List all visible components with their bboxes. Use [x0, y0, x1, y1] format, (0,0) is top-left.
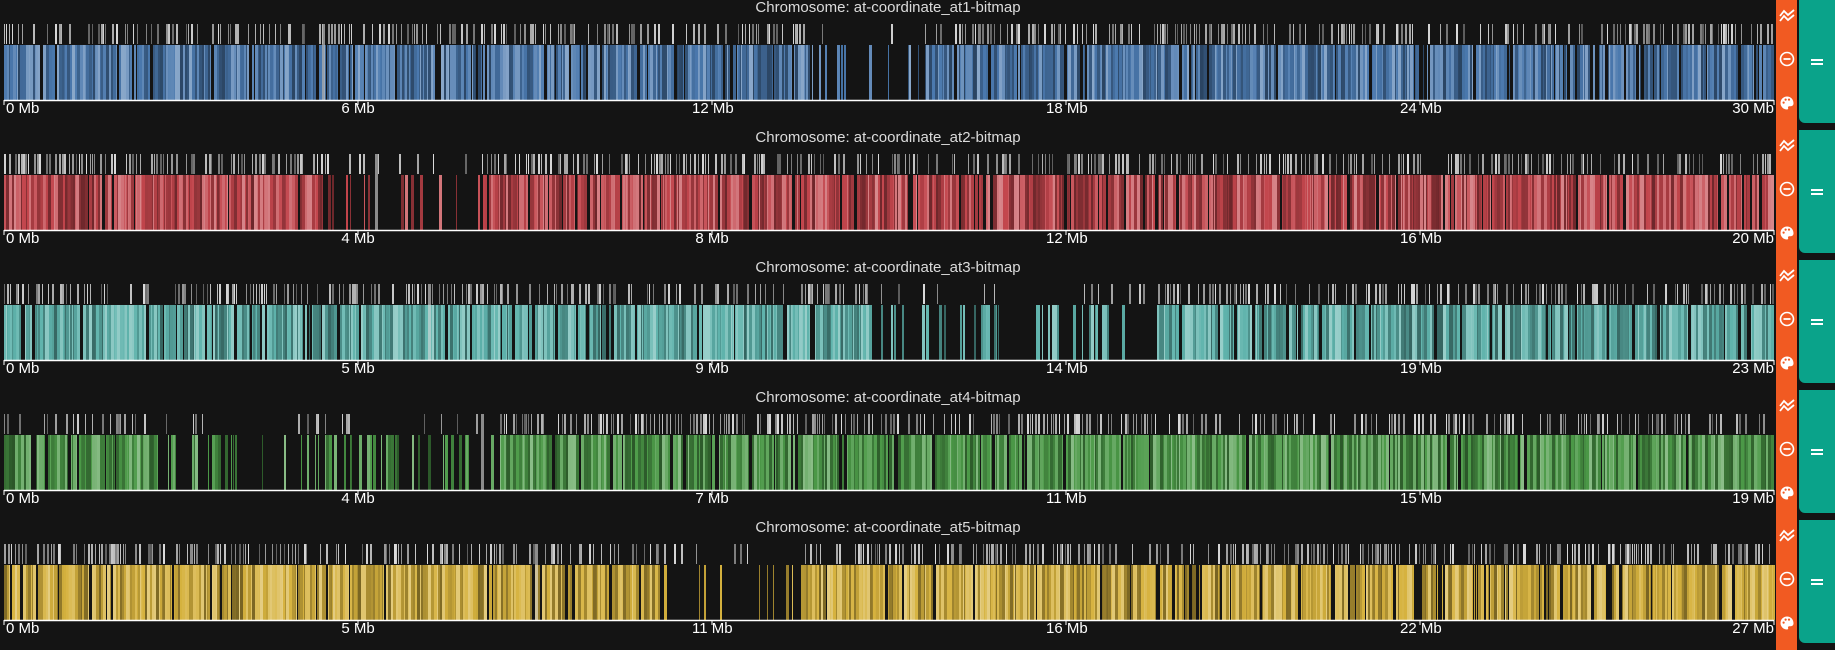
axis-tick-label: 16 Mb [1046, 621, 1086, 637]
axis-tick-label: 12 Mb [692, 101, 732, 117]
track-title: Chromosome: at-coordinate_at2-bitmap [0, 130, 1776, 146]
minus-circle-icon[interactable] [1776, 308, 1797, 330]
area-chart-icon[interactable] [1776, 524, 1797, 546]
minus-circle-icon[interactable] [1776, 48, 1797, 70]
track-controls [1776, 130, 1797, 260]
area-chart-icon[interactable] [1776, 264, 1797, 286]
chromosome-track: Chromosome: at-coordinate_at4-bitmap 0 Mb… [0, 390, 1835, 520]
track-controls [1776, 260, 1797, 390]
axis-tick-label: 11 Mb [1046, 491, 1086, 507]
track-bitmap [0, 260, 1776, 390]
track-controls [1776, 390, 1797, 520]
drag-handle-icon[interactable] [1799, 130, 1835, 253]
axis-tick-label: 22 Mb [1400, 621, 1440, 637]
track-bitmap [0, 520, 1776, 650]
chromosome-track: Chromosome: at-coordinate_at3-bitmap 0 Mb… [0, 260, 1835, 390]
axis-tick-label: 5 Mb [338, 361, 378, 377]
axis-tick-label: 7 Mb [692, 491, 732, 507]
axis-tick-label: 5 Mb [338, 621, 378, 637]
chromosome-track: Chromosome: at-coordinate_at2-bitmap 0 Mb… [0, 130, 1835, 260]
axis-tick-label: 0 Mb [6, 231, 39, 247]
track-bitmap [0, 130, 1776, 260]
track-title: Chromosome: at-coordinate_at5-bitmap [0, 520, 1776, 536]
palette-icon[interactable] [1776, 612, 1797, 634]
axis-tick-label: 27 Mb [1732, 621, 1774, 637]
axis-tick-label: 8 Mb [692, 231, 732, 247]
track-bitmap [0, 0, 1776, 130]
axis-tick-label: 18 Mb [1046, 101, 1086, 117]
axis-tick-label: 20 Mb [1732, 231, 1774, 247]
axis-tick-label: 24 Mb [1400, 101, 1440, 117]
drag-handle-icon[interactable] [1799, 0, 1835, 123]
axis-tick-label: 4 Mb [338, 491, 378, 507]
axis-tick-label: 16 Mb [1400, 231, 1440, 247]
track-title: Chromosome: at-coordinate_at3-bitmap [0, 260, 1776, 276]
track-bitmap [0, 390, 1776, 520]
chromosome-track: Chromosome: at-coordinate_at1-bitmap 0 Mb… [0, 0, 1835, 130]
axis-tick-label: 23 Mb [1732, 361, 1774, 377]
palette-icon[interactable] [1776, 222, 1797, 244]
minus-circle-icon[interactable] [1776, 568, 1797, 590]
track-controls [1776, 520, 1797, 650]
axis-tick-label: 15 Mb [1400, 491, 1440, 507]
palette-icon[interactable] [1776, 482, 1797, 504]
axis-tick-label: 9 Mb [692, 361, 732, 377]
axis-tick-label: 4 Mb [338, 231, 378, 247]
axis-tick-label: 30 Mb [1732, 101, 1774, 117]
axis-tick-label: 6 Mb [338, 101, 378, 117]
axis-tick-label: 11 Mb [692, 621, 732, 637]
drag-handle-icon[interactable] [1799, 390, 1835, 513]
area-chart-icon[interactable] [1776, 134, 1797, 156]
track-title: Chromosome: at-coordinate_at1-bitmap [0, 0, 1776, 16]
drag-handle-icon[interactable] [1799, 260, 1835, 383]
axis-tick-label: 0 Mb [6, 491, 39, 507]
area-chart-icon[interactable] [1776, 394, 1797, 416]
axis-tick-label: 12 Mb [1046, 231, 1086, 247]
axis-tick-label: 19 Mb [1732, 491, 1774, 507]
axis-tick-label: 0 Mb [6, 101, 39, 117]
palette-icon[interactable] [1776, 352, 1797, 374]
chromosome-track: Chromosome: at-coordinate_at5-bitmap 0 Mb… [0, 520, 1835, 650]
palette-icon[interactable] [1776, 92, 1797, 114]
axis-tick-label: 0 Mb [6, 621, 39, 637]
axis-tick-label: 14 Mb [1046, 361, 1086, 377]
drag-handle-icon[interactable] [1799, 520, 1835, 643]
track-title: Chromosome: at-coordinate_at4-bitmap [0, 390, 1776, 406]
axis-tick-label: 0 Mb [6, 361, 39, 377]
axis-tick-label: 19 Mb [1400, 361, 1440, 377]
area-chart-icon[interactable] [1776, 4, 1797, 26]
minus-circle-icon[interactable] [1776, 178, 1797, 200]
minus-circle-icon[interactable] [1776, 438, 1797, 460]
track-controls [1776, 0, 1797, 130]
